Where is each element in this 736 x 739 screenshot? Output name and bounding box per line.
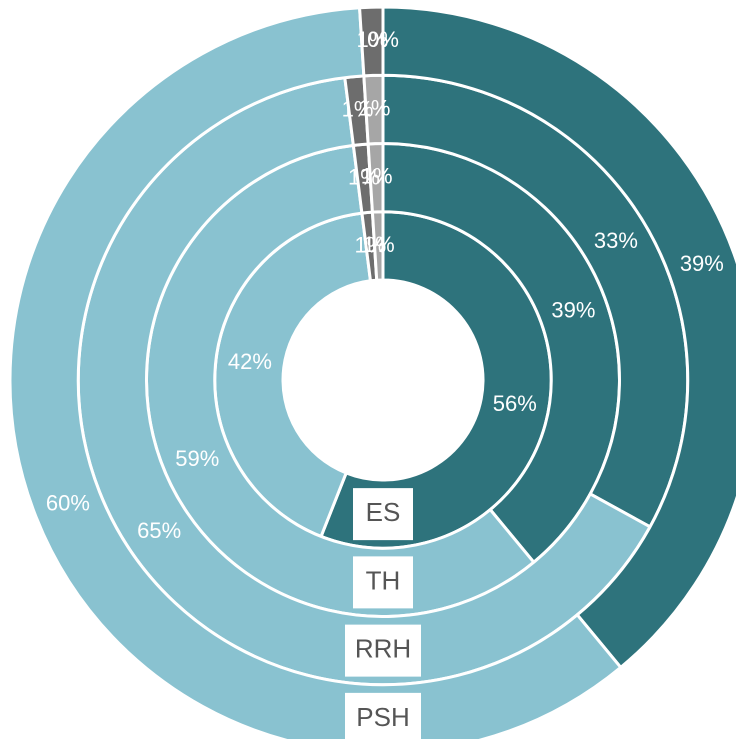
value-label: 0% — [367, 27, 399, 52]
ring-label-box — [353, 488, 413, 541]
value-label: 1% — [361, 164, 393, 189]
value-label: 1% — [356, 27, 388, 52]
value-label: 65% — [137, 518, 181, 543]
ring-label-box — [353, 556, 413, 609]
ring-label: ES — [366, 497, 401, 527]
ring-label: TH — [366, 565, 401, 595]
value-label: 1% — [363, 232, 395, 257]
ring-label: PSH — [356, 702, 409, 732]
value-label: 39% — [551, 297, 595, 322]
value-label: 1% — [359, 95, 391, 120]
ring-label-box — [345, 624, 421, 677]
segment — [8, 6, 623, 739]
value-label: 56% — [493, 391, 537, 416]
value-label: 42% — [228, 349, 272, 374]
segments — [8, 5, 736, 739]
labels: 56%42%1%1%39%59%1%1%33%65%1%1%39%60%1%0% — [46, 27, 724, 543]
value-label: 33% — [594, 228, 638, 253]
value-label: 1% — [354, 232, 386, 257]
ring-label-box — [345, 692, 421, 739]
segment — [381, 5, 736, 670]
value-label: 1% — [342, 96, 374, 121]
ring-label: RRH — [355, 634, 411, 664]
value-label: 59% — [175, 446, 219, 471]
value-label: 1% — [348, 164, 380, 189]
value-label: 60% — [46, 491, 90, 516]
value-label: 39% — [680, 251, 724, 276]
